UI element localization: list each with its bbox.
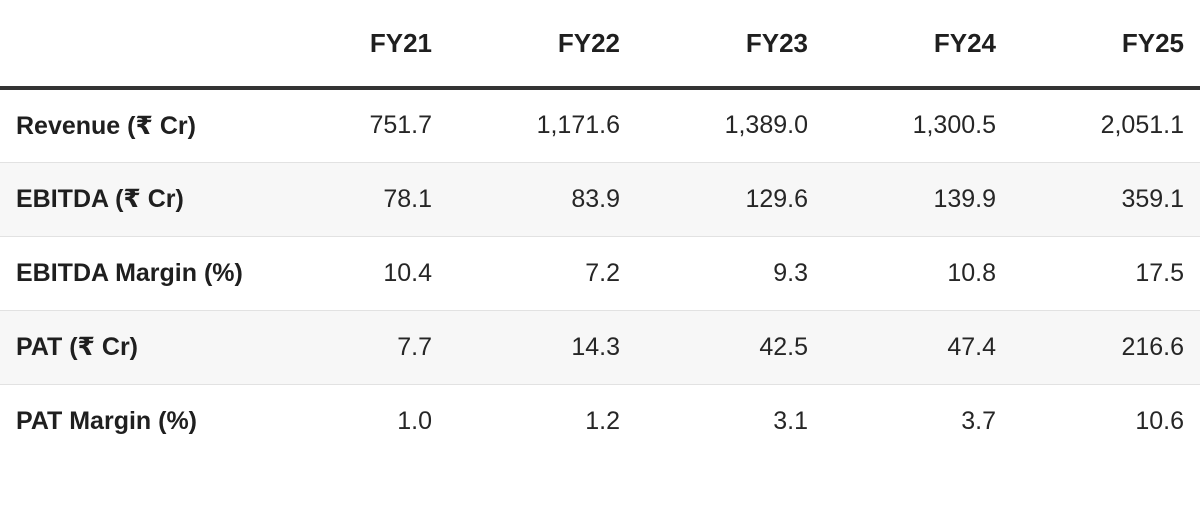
- row-label: Revenue (₹ Cr): [0, 88, 260, 163]
- table-cell: 10.4: [260, 236, 448, 311]
- table-cell: 1.2: [585, 406, 620, 435]
- header-corner-cell: [0, 0, 260, 90]
- column-header: FY24: [824, 0, 1012, 90]
- table-cell: 14.3: [448, 310, 636, 385]
- table-row: PAT (₹ Cr) 7.7 14.3 42.5 47.4 216.6: [0, 310, 1200, 385]
- table-cell: 3.7: [961, 406, 996, 435]
- table-cell: 1,300.5: [824, 88, 1012, 163]
- table-cell: 47.4: [824, 310, 1012, 385]
- table-cell: 17.5: [1012, 236, 1200, 311]
- table-cell: 139.9: [824, 162, 1012, 237]
- table-cell: 7.2: [448, 236, 636, 311]
- row-label: PAT Margin (%): [16, 406, 198, 435]
- column-header: FY23: [636, 0, 824, 90]
- column-header: FY25: [1012, 0, 1200, 90]
- table-row: PAT Margin (%) 1.0 1.2 3.1 3.7 10.6: [0, 384, 1200, 458]
- row-label: EBITDA (₹ Cr): [0, 162, 260, 237]
- table-cell: 2,051.1: [1012, 88, 1200, 163]
- table-cell: 9.3: [636, 236, 824, 311]
- table-cell: 83.9: [448, 162, 636, 237]
- column-header: FY22: [448, 0, 636, 90]
- table-body: Revenue (₹ Cr) 751.7 1,171.6 1,389.0 1,3…: [0, 88, 1200, 458]
- table-cell: 42.5: [636, 310, 824, 385]
- table-cell: 3.1: [773, 406, 808, 435]
- table-cell: 10.8: [824, 236, 1012, 311]
- header-row: FY21 FY22 FY23 FY24 FY25: [0, 0, 1200, 90]
- table-cell: 751.7: [260, 88, 448, 163]
- table-cell: 359.1: [1012, 162, 1200, 237]
- table-cell: 10.6: [1135, 406, 1184, 435]
- table-cell: 1.0: [397, 406, 432, 435]
- table-header: FY21 FY22 FY23 FY24 FY25: [0, 0, 1200, 90]
- financial-summary-table: FY21 FY22 FY23 FY24 FY25 Revenue (₹ Cr) …: [0, 0, 1200, 458]
- table-cell: 216.6: [1012, 310, 1200, 385]
- table-cell: 1,389.0: [636, 88, 824, 163]
- row-label: PAT (₹ Cr): [0, 310, 260, 385]
- table-row: Revenue (₹ Cr) 751.7 1,171.6 1,389.0 1,3…: [0, 88, 1200, 163]
- table-cell: 129.6: [636, 162, 824, 237]
- column-header: FY21: [260, 0, 448, 90]
- table-cell: 78.1: [260, 162, 448, 237]
- table-row: EBITDA (₹ Cr) 78.1 83.9 129.6 139.9 359.…: [0, 162, 1200, 237]
- table-cell: 1,171.6: [448, 88, 636, 163]
- row-label: EBITDA Margin (%): [0, 236, 260, 311]
- table-row: EBITDA Margin (%) 10.4 7.2 9.3 10.8 17.5: [0, 236, 1200, 311]
- table-cell: 7.7: [260, 310, 448, 385]
